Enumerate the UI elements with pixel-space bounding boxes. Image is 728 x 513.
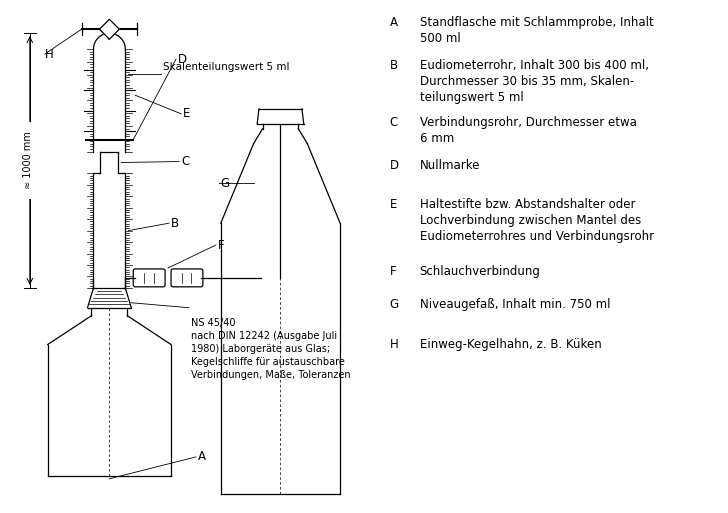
- Text: Eudiometerrohr, Inhalt 300 bis 400 ml,
Durchmesser 30 bis 35 mm, Skalen-
teilung: Eudiometerrohr, Inhalt 300 bis 400 ml, D…: [420, 59, 649, 104]
- Text: Skalenteilungswert 5 ml: Skalenteilungswert 5 ml: [163, 62, 290, 72]
- Text: Verbindungsrohr, Durchmesser etwa
6 mm: Verbindungsrohr, Durchmesser etwa 6 mm: [420, 116, 636, 145]
- Text: B: B: [390, 59, 398, 72]
- Text: H: H: [44, 48, 53, 61]
- Text: C: C: [181, 155, 189, 168]
- Text: A: A: [198, 450, 206, 463]
- Text: A: A: [390, 16, 398, 29]
- Text: E: E: [390, 199, 397, 211]
- Text: H: H: [390, 338, 399, 350]
- Text: B: B: [171, 216, 179, 230]
- Text: D: D: [390, 159, 399, 171]
- Text: NS 45/40
nach DIN 12242 (Ausgabe Juli
1980) Laborgeräte aus Glas;
Kegelschliffe : NS 45/40 nach DIN 12242 (Ausgabe Juli 19…: [191, 318, 351, 381]
- Text: D: D: [178, 52, 187, 66]
- Text: Niveaugefaß, Inhalt min. 750 ml: Niveaugefaß, Inhalt min. 750 ml: [420, 298, 610, 311]
- Text: Schlauchverbindung: Schlauchverbindung: [420, 265, 541, 278]
- Text: Haltestifte bzw. Abstandshalter oder
Lochverbindung zwischen Mantel des
Eudiomet: Haltestifte bzw. Abstandshalter oder Loc…: [420, 199, 654, 243]
- Text: Einweg-Kegelhahn, z. B. Küken: Einweg-Kegelhahn, z. B. Küken: [420, 338, 601, 350]
- Polygon shape: [100, 19, 119, 39]
- Text: F: F: [218, 239, 224, 251]
- Text: Standflasche mit Schlammprobe, Inhalt
500 ml: Standflasche mit Schlammprobe, Inhalt 50…: [420, 16, 654, 45]
- Text: Nullmarke: Nullmarke: [420, 159, 480, 171]
- Text: F: F: [390, 265, 397, 278]
- Text: ≈ 1000 mm: ≈ 1000 mm: [23, 132, 33, 189]
- Text: G: G: [221, 177, 230, 190]
- Text: G: G: [390, 298, 399, 311]
- Text: C: C: [390, 116, 398, 129]
- Text: E: E: [183, 107, 190, 120]
